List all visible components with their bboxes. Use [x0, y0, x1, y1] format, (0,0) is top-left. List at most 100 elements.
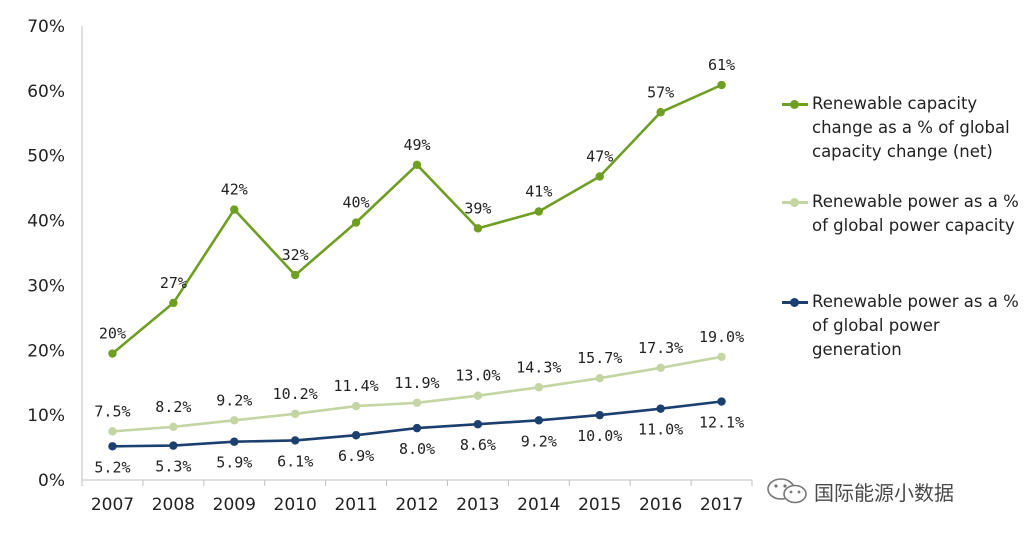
- data-point: [351, 431, 361, 440]
- data-labels: 20% 27% 42% 32% 40% 49% 39% 41% 47% 57% 61% 7.5% 8.2…: [94, 56, 744, 476]
- x-tick-label: 2014: [517, 495, 560, 515]
- x-tick-label: 2008: [152, 495, 195, 515]
- y-tick-label: 40%: [27, 212, 65, 232]
- data-label: 6.9%: [338, 447, 374, 465]
- data-point: [595, 172, 604, 181]
- data-label: 11.4%: [334, 377, 379, 395]
- x-tick-label: 2007: [91, 495, 134, 515]
- data-point: [656, 363, 665, 372]
- data-point: [412, 423, 422, 433]
- data-label: 41%: [525, 182, 552, 200]
- data-point: [534, 207, 544, 216]
- data-point: [717, 352, 726, 361]
- x-tick-label: 2015: [578, 495, 621, 515]
- data-label: 20%: [99, 325, 126, 343]
- x-tick-label: 2016: [639, 495, 682, 515]
- watermark-text: 国际能源小数据: [814, 480, 954, 505]
- data-label: 5.3%: [155, 458, 191, 476]
- data-label: 57%: [647, 83, 674, 101]
- data-point: [473, 391, 483, 400]
- data-point: [717, 397, 726, 406]
- data-point: [230, 437, 239, 446]
- data-label: 11.9%: [394, 374, 439, 392]
- data-point: [595, 373, 604, 383]
- data-label: 8.0%: [399, 440, 435, 458]
- data-label: 32%: [282, 246, 309, 264]
- data-label: 40%: [343, 194, 370, 212]
- x-axis-ticks: 2007 2008 2009 2010 2011 2012 2013 2014 2015 2016…: [81, 480, 753, 515]
- series-line-1: [111, 83, 723, 355]
- data-point: [412, 398, 422, 408]
- y-tick-label: 50%: [27, 147, 65, 167]
- data-point: [473, 420, 483, 429]
- chart-series: [108, 80, 726, 451]
- data-point: [230, 205, 239, 214]
- series-line-2: [112, 355, 722, 433]
- legend-swatch-marker: [790, 100, 799, 109]
- y-tick-label: 0%: [38, 471, 65, 491]
- x-tick-label: 2011: [334, 495, 377, 515]
- data-label: 9.2%: [521, 432, 557, 450]
- y-axis-ticks: 0% 10% 20% 30% 40% 50% 60% 70%: [27, 17, 65, 491]
- data-point: [169, 298, 178, 308]
- x-tick-label: 2013: [456, 495, 499, 515]
- x-tick-label: 2010: [274, 495, 317, 515]
- watermark: 国际能源小数据: [766, 476, 954, 506]
- wechat-icon: [767, 478, 807, 504]
- data-point: [108, 442, 117, 451]
- data-point: [656, 108, 665, 117]
- data-label: 14.3%: [516, 358, 561, 376]
- data-point: [169, 422, 178, 432]
- data-point: [656, 404, 665, 413]
- data-label: 39%: [464, 199, 491, 217]
- data-label: 5.9%: [216, 454, 252, 472]
- data-point: [595, 410, 604, 420]
- legend-swatch-marker: [790, 298, 799, 307]
- data-label: 49%: [403, 136, 430, 154]
- data-label: 12.1%: [699, 414, 744, 432]
- legend-label: Renewable power as a % of global power g…: [812, 292, 1019, 359]
- data-label: 42%: [221, 181, 248, 199]
- y-tick-label: 60%: [27, 82, 65, 102]
- data-point: [290, 409, 300, 419]
- x-tick-label: 2017: [700, 495, 743, 515]
- data-point: [534, 416, 544, 425]
- data-label: 13.0%: [455, 367, 500, 385]
- data-point: [351, 218, 361, 227]
- chart-axes: [81, 26, 752, 481]
- legend-label: Renewable power as a % of global power c…: [812, 192, 1019, 235]
- data-label: 8.2%: [155, 398, 191, 416]
- legend-label: Renewable capacity change as a % of glob…: [812, 94, 1010, 161]
- data-point: [351, 401, 361, 411]
- data-point: [230, 416, 239, 425]
- y-tick-label: 30%: [27, 276, 65, 296]
- data-label: 19.0%: [699, 328, 744, 346]
- data-label: 15.7%: [577, 349, 622, 367]
- data-label: 6.1%: [277, 452, 313, 470]
- data-point: [108, 349, 117, 358]
- data-point: [412, 160, 422, 169]
- data-label: 8.6%: [460, 436, 496, 454]
- data-label: 47%: [586, 147, 613, 165]
- data-point: [108, 427, 117, 436]
- x-tick-label: 2012: [395, 495, 438, 515]
- legend-swatch-marker: [790, 198, 799, 207]
- data-label: 17.3%: [638, 339, 683, 357]
- y-tick-label: 10%: [27, 406, 65, 426]
- data-label: 61%: [708, 56, 735, 74]
- data-label: 10.0%: [577, 427, 622, 445]
- data-point: [473, 224, 483, 233]
- y-tick-label: 70%: [27, 17, 65, 37]
- data-point: [717, 80, 726, 90]
- y-tick-label: 20%: [27, 341, 65, 361]
- data-label: 5.2%: [94, 458, 130, 476]
- data-point: [290, 436, 300, 445]
- data-label: 7.5%: [94, 402, 130, 420]
- x-tick-label: 2009: [213, 495, 256, 515]
- data-label: 10.2%: [273, 385, 318, 403]
- data-label: 27%: [160, 274, 187, 292]
- data-point: [290, 270, 300, 280]
- data-point: [169, 441, 178, 450]
- data-point: [534, 383, 544, 392]
